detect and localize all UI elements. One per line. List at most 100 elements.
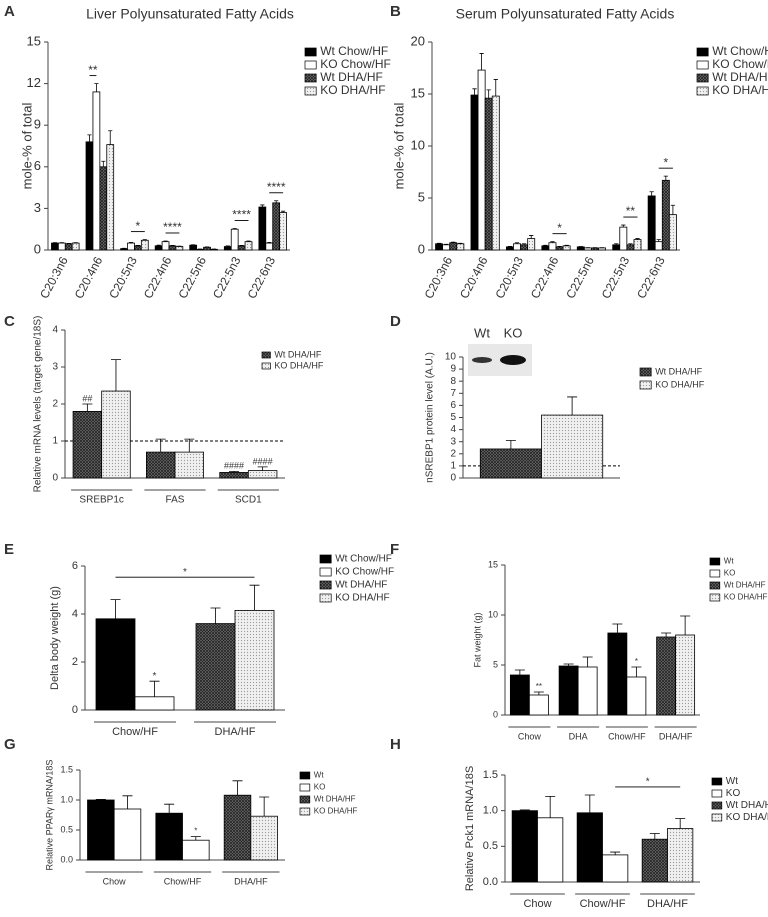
- error-bar: [108, 130, 113, 145]
- legend-label: KO Chow/HF: [335, 567, 394, 578]
- error-bar: [529, 235, 534, 239]
- x-tick-label: Chow: [103, 876, 127, 886]
- bar: [71, 242, 80, 251]
- error-bar: [563, 663, 574, 666]
- bar: [168, 245, 177, 251]
- legend-label: KO DHA/HF: [655, 379, 705, 389]
- legend-swatch: [304, 73, 317, 83]
- bar: [576, 812, 603, 883]
- error-bar: [635, 238, 640, 240]
- error-bar: [122, 795, 133, 809]
- bar: [265, 242, 274, 251]
- significance-label: *: [136, 219, 141, 233]
- bar: [99, 166, 108, 251]
- y-tick-label: 9: [34, 117, 41, 132]
- significance-label: ****: [267, 180, 286, 194]
- y-axis-label: mole-% of total: [391, 103, 406, 190]
- error-bar: [675, 818, 686, 829]
- legend-swatch: [639, 367, 652, 377]
- legend-swatch: [711, 813, 723, 822]
- bar: [484, 97, 493, 251]
- blot-band: [472, 357, 492, 363]
- error-bar: [533, 691, 544, 695]
- error-bar: [649, 191, 654, 196]
- y-axis-label: mole-% of total: [19, 103, 34, 190]
- bar: [654, 241, 663, 251]
- x-tick-label: C20:5n3: [492, 254, 526, 301]
- error-bar: [621, 224, 626, 228]
- legend-swatch: [299, 807, 311, 816]
- y-tick-label: 10: [411, 137, 425, 152]
- error-bar: [661, 632, 672, 637]
- bar: [626, 244, 635, 251]
- x-tick-label: DHA/HF: [659, 731, 693, 741]
- legend-swatch: [299, 783, 311, 792]
- panel-letter: E: [4, 541, 14, 558]
- y-tick-label: 6: [34, 158, 41, 173]
- chart-title: Liver Polyunsaturated Fatty Acids: [86, 6, 294, 22]
- bar: [189, 244, 198, 251]
- error-bar: [110, 359, 121, 392]
- x-tick-label: SCD1: [235, 495, 262, 506]
- error-bar: [210, 607, 221, 624]
- legend-label: Wt DHA/HF: [314, 795, 356, 804]
- bar: [548, 242, 557, 251]
- bar: [435, 243, 444, 251]
- legend-swatch: [696, 60, 709, 70]
- legend-label: Wt DHA/HF: [320, 70, 383, 84]
- legend-label: KO DHA/HF: [712, 83, 768, 97]
- error-bar: [274, 200, 279, 203]
- bar: [541, 245, 550, 251]
- bar: [442, 244, 451, 251]
- bar: [57, 242, 66, 251]
- x-tick-label: Chow: [518, 731, 542, 741]
- legend-swatch: [319, 580, 332, 590]
- legend-label: Wt: [726, 776, 738, 787]
- bar: [223, 246, 232, 251]
- x-tick-label: DHA/HF: [647, 898, 688, 910]
- y-tick-label: 0: [418, 241, 425, 256]
- bar: [477, 69, 486, 251]
- blot-label: KO: [504, 325, 523, 340]
- legend-label: Wt: [314, 771, 325, 780]
- y-tick-label: 0: [450, 473, 456, 484]
- error-bar: [584, 794, 595, 813]
- y-axis-label: Fat weight (g): [472, 612, 482, 667]
- bar: [511, 810, 538, 883]
- bar: [541, 414, 604, 479]
- x-tick-label: C20:3n6: [422, 254, 456, 301]
- error-bar: [451, 241, 456, 243]
- bar: [272, 202, 281, 251]
- y-tick-label: 1.0: [483, 805, 498, 817]
- legend-swatch: [261, 362, 271, 370]
- y-tick-label: 3: [450, 436, 456, 447]
- error-bar: [628, 243, 633, 245]
- bar: [647, 195, 656, 251]
- legend-swatch: [304, 47, 317, 57]
- x-tick-label: DHA: [569, 731, 588, 741]
- legend-swatch: [639, 380, 652, 390]
- bar: [140, 239, 149, 251]
- bar: [527, 238, 536, 251]
- error-bar: [663, 175, 668, 181]
- y-axis-label: Relative PPARγ mRNA/18S: [44, 760, 54, 871]
- significance-label: *: [646, 777, 650, 788]
- y-tick-label: 0.0: [483, 876, 498, 888]
- error-bar: [101, 160, 106, 167]
- y-tick-label: 2: [450, 448, 456, 459]
- significance-label: ####: [224, 461, 244, 471]
- bar: [513, 243, 521, 251]
- bar: [661, 179, 670, 251]
- error-bar: [128, 241, 134, 244]
- panel-letter: H: [390, 736, 401, 753]
- error-bar: [612, 623, 623, 633]
- error-bar: [156, 244, 161, 246]
- y-tick-label: 4: [450, 424, 456, 435]
- error-bar: [514, 669, 525, 675]
- legend-swatch: [304, 86, 317, 96]
- significance-label: ****: [163, 220, 182, 234]
- x-tick-label: Chow/HF: [608, 731, 646, 741]
- legend-swatch: [319, 554, 332, 564]
- bar: [51, 242, 59, 251]
